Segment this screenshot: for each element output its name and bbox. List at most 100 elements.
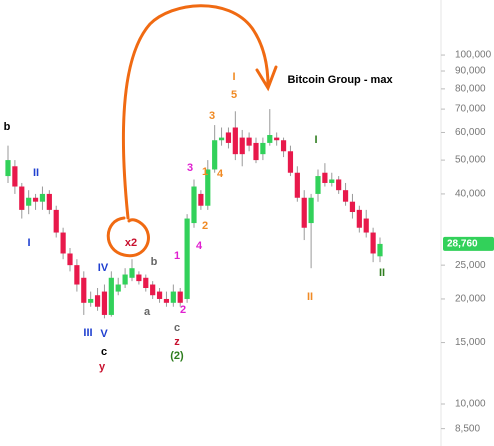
candle-body <box>46 193 52 210</box>
candle-body <box>336 179 342 191</box>
candle-body <box>184 218 190 299</box>
wave-label: I <box>232 71 235 83</box>
candle-body <box>287 151 294 173</box>
candle-body <box>212 140 218 170</box>
wave-label: z <box>174 336 180 348</box>
candle-body <box>253 142 259 161</box>
wave-label: x2 <box>125 237 137 249</box>
candle-body <box>218 137 225 141</box>
y-tick-label: 20,000 <box>455 294 486 305</box>
y-tick-label: 80,000 <box>455 84 486 95</box>
candle-body <box>205 169 211 206</box>
chart-title: Bitcoin Group - max <box>287 74 393 86</box>
candle-body <box>363 218 369 233</box>
wave-label: c <box>101 346 107 358</box>
wave-label: I <box>27 237 30 249</box>
candle-body <box>88 298 94 303</box>
y-tick-label: 60,000 <box>455 127 486 138</box>
hand-arrow <box>121 4 270 220</box>
y-tick-label: 100,000 <box>455 50 492 61</box>
wave-label: 3 <box>187 162 193 174</box>
candle-body <box>101 291 108 315</box>
candle-body <box>377 243 383 257</box>
candle-body <box>170 291 176 303</box>
wave-label: II <box>33 167 39 179</box>
candle-body <box>53 209 59 233</box>
candle-body <box>191 186 197 224</box>
candle-body <box>322 172 328 183</box>
wave-label: 4 <box>217 168 224 180</box>
y-tick-label: 8,500 <box>455 423 480 434</box>
candle-body <box>115 284 121 292</box>
candle-body <box>94 295 101 307</box>
wave-label: II <box>379 267 385 279</box>
candle-body <box>143 277 149 289</box>
candle-body <box>308 197 314 224</box>
candle-body <box>274 137 280 141</box>
y-tick-label: 90,000 <box>455 66 486 77</box>
candle-body <box>74 265 80 285</box>
candle-body <box>108 277 114 315</box>
candle-body <box>260 142 266 155</box>
wave-label: 4 <box>196 240 203 252</box>
candle-body <box>246 137 252 146</box>
wave-label: 5 <box>231 89 237 101</box>
candle-body <box>81 277 87 303</box>
wave-label: b <box>151 256 158 268</box>
y-tick-label: 10,000 <box>455 399 486 410</box>
wave-label: V <box>100 328 108 340</box>
y-tick-label: 50,000 <box>455 155 486 166</box>
candle-body <box>32 197 39 202</box>
candle-body <box>177 291 183 303</box>
drawing <box>106 4 278 258</box>
wave-label: 2 <box>202 220 208 232</box>
candle-body <box>342 190 349 202</box>
wave-label: (2) <box>170 350 184 362</box>
price-tag <box>443 236 494 251</box>
candle-body <box>294 172 300 198</box>
wave-label: III <box>83 327 92 339</box>
y-tick-label: 70,000 <box>455 104 486 115</box>
y-tick-label: 25,000 <box>455 260 486 271</box>
price-tag-label: 28,760 <box>447 239 478 250</box>
candle-body <box>156 291 163 299</box>
candle-body <box>198 193 204 206</box>
candle-body <box>19 186 25 210</box>
candle-body <box>329 179 335 183</box>
candle-body <box>150 284 156 296</box>
arrow-head <box>255 65 278 92</box>
candle-body <box>356 209 362 228</box>
y-tick-label: 40,000 <box>455 189 486 200</box>
y-tick-label: 15,000 <box>455 337 486 348</box>
plot: 8,500 10,000 15,000 20,000 25,000 40,000 50,00… <box>5 50 494 434</box>
candle-body <box>60 232 66 254</box>
candle-body <box>225 132 232 143</box>
candle-body <box>5 160 11 177</box>
candle-body <box>239 137 245 155</box>
candle-body <box>26 197 32 206</box>
candle-body <box>349 201 356 213</box>
candle-body <box>136 274 142 282</box>
candle-body <box>315 176 321 194</box>
wave-label: a <box>144 306 151 318</box>
candle-body <box>280 140 287 152</box>
candle-body <box>12 166 18 187</box>
wave-label: 1 <box>202 166 208 178</box>
wave-label: IV <box>98 262 109 274</box>
candle-body <box>370 232 376 254</box>
candle-body <box>232 127 238 155</box>
hand-circle <box>106 216 150 258</box>
wave-label: 1 <box>174 250 180 262</box>
candle-body <box>39 193 46 202</box>
candle-body <box>122 274 128 285</box>
wave-label: y <box>99 361 106 373</box>
wave-label: 3 <box>209 110 215 122</box>
candle-body <box>67 253 73 266</box>
candle-body <box>129 268 135 278</box>
wave-label: 2 <box>180 304 186 316</box>
wave-label: II <box>307 291 313 303</box>
candle-body <box>163 298 170 303</box>
wave-label: b <box>4 121 11 133</box>
candle-body <box>301 197 307 228</box>
